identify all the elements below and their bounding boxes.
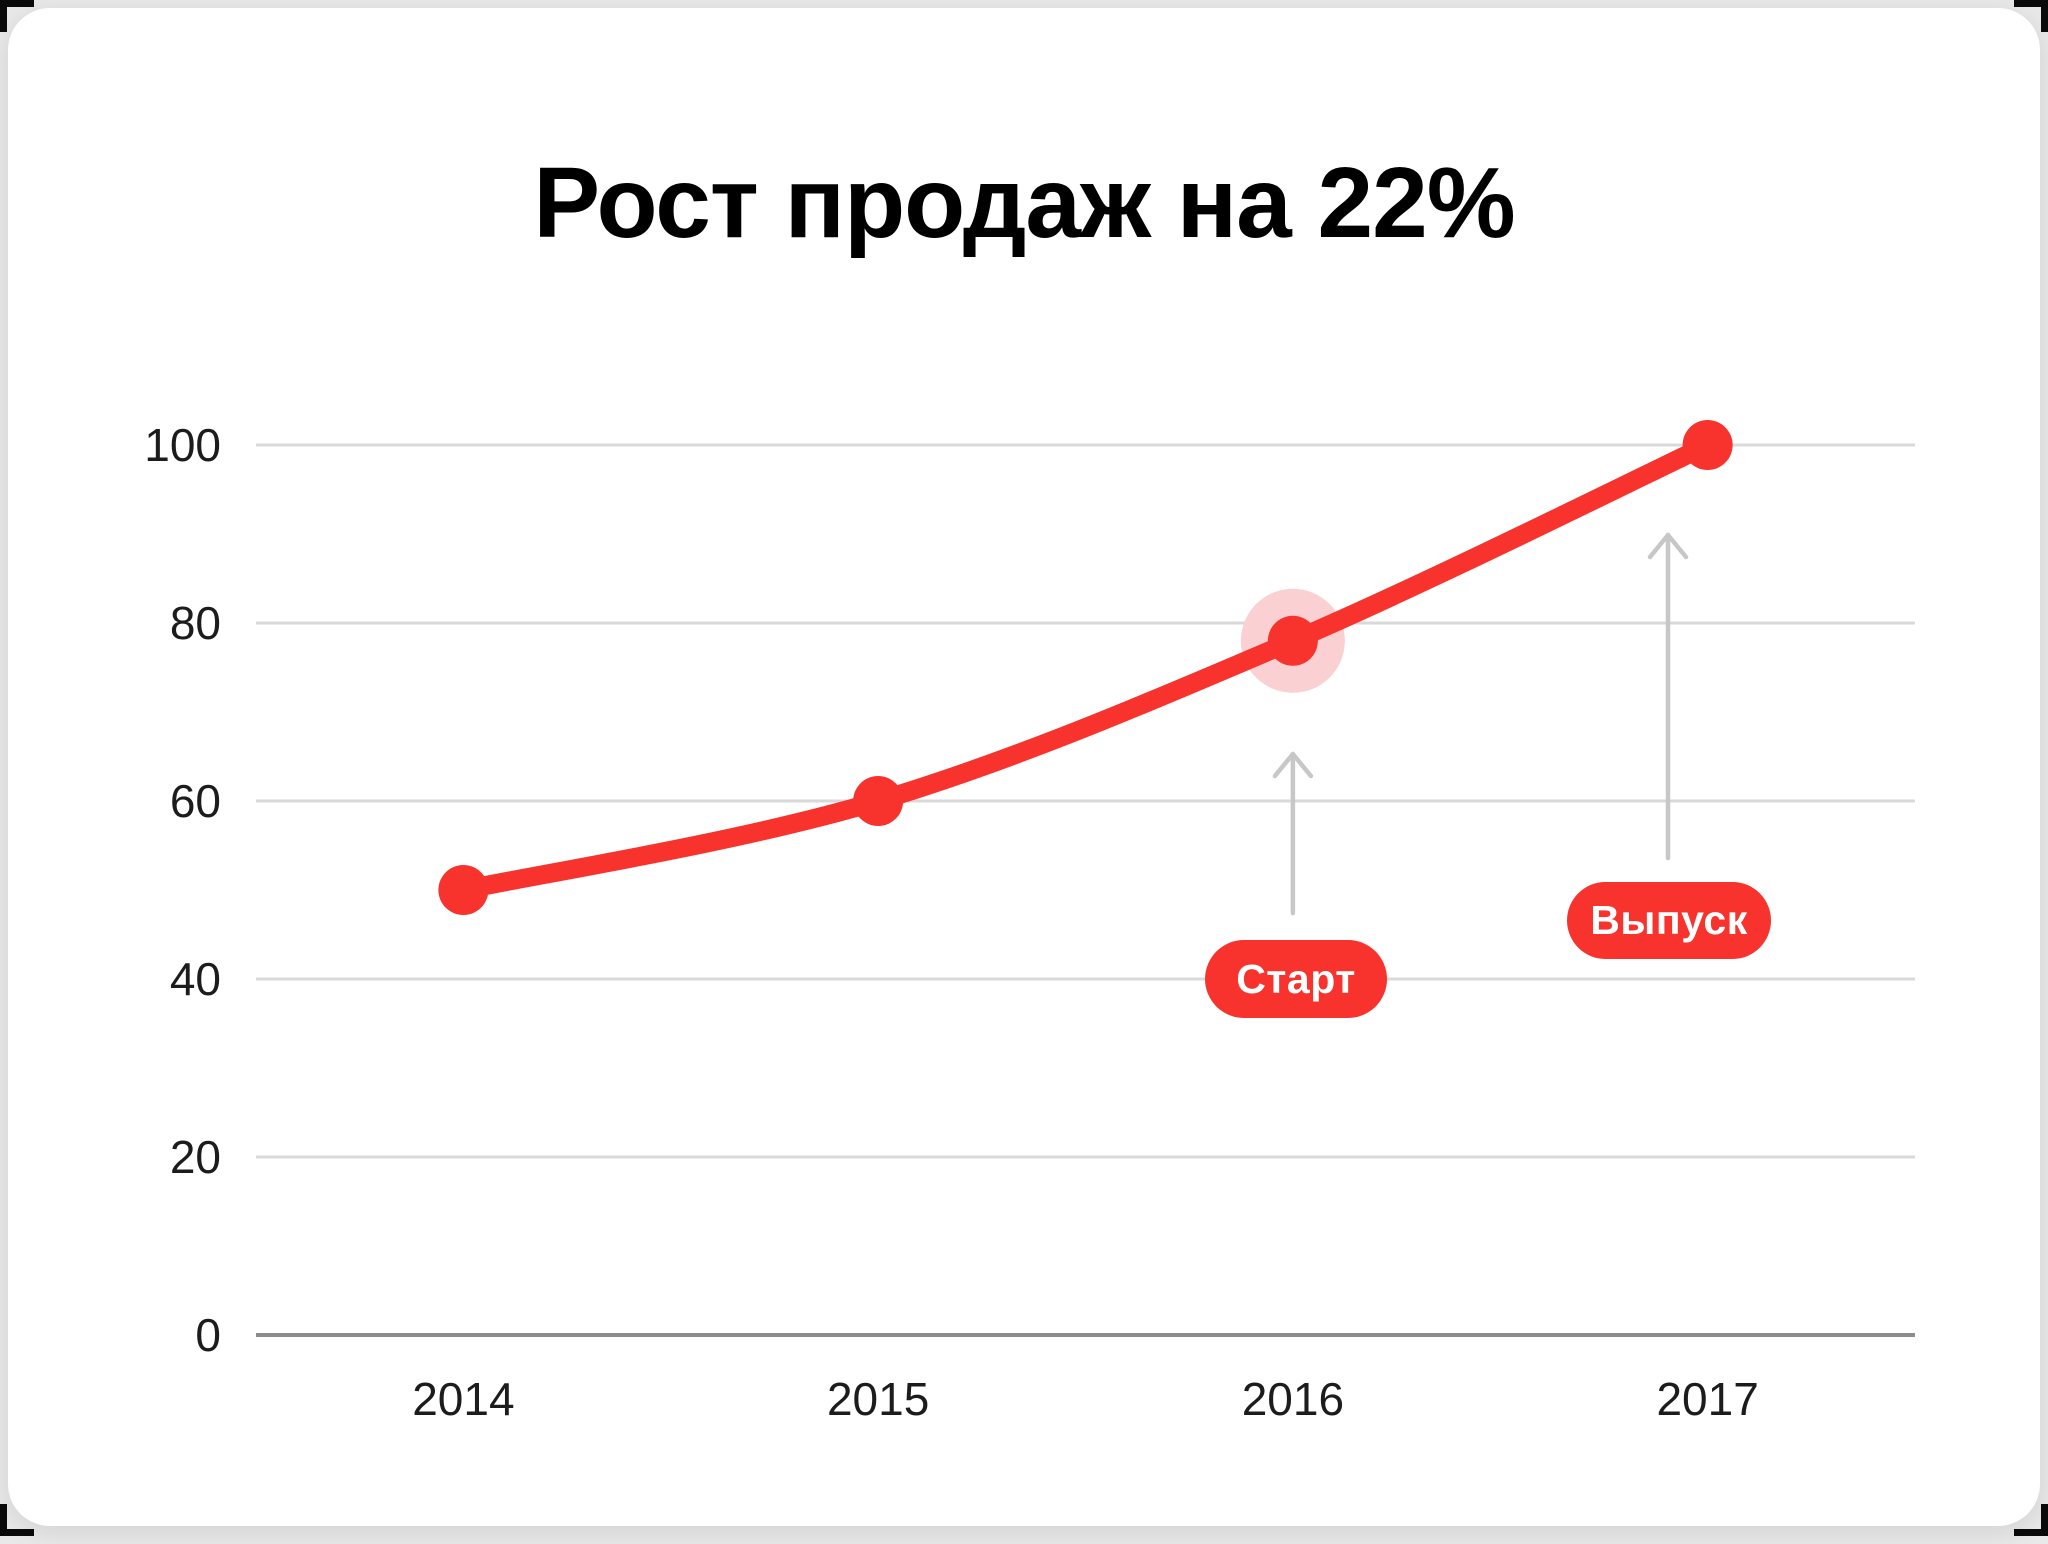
release-annotation-badge: Выпуск <box>1567 882 1771 959</box>
sales-growth-line-chart: 0 20 40 60 80 100 2014 2015 2016 2017 <box>144 419 1915 1425</box>
x-tick-label: 2016 <box>1242 1373 1344 1425</box>
y-tick-label: 100 <box>144 419 221 471</box>
annotation-arrowhead-icon <box>1272 751 1314 779</box>
crop-mark-bottom-right-icon <box>2014 1504 2048 1536</box>
data-point-2015 <box>853 776 904 826</box>
y-tick-label: 60 <box>170 775 221 827</box>
y-tick-label: 0 <box>195 1309 221 1361</box>
crop-mark-top-right-icon <box>2014 0 2048 32</box>
crop-mark-top-left-icon <box>0 0 34 32</box>
annotation-arrowhead-icon <box>1647 532 1689 560</box>
slide-card: Рост продаж на 22% 0 20 40 60 80 100 2014 2015 2… <box>8 8 2040 1526</box>
chart-title: Рост продаж на 22% <box>533 147 1515 259</box>
y-tick-label: 40 <box>170 953 221 1005</box>
crop-mark-bottom-left-icon <box>0 1504 34 1536</box>
data-point-2016 <box>1267 615 1318 666</box>
x-tick-label: 2015 <box>827 1373 929 1425</box>
sales-line <box>453 435 1718 900</box>
x-tick-label: 2017 <box>1656 1373 1758 1425</box>
y-tick-label: 20 <box>170 1131 221 1183</box>
data-point-2017 <box>1682 420 1733 470</box>
x-tick-label: 2014 <box>412 1373 514 1425</box>
start-annotation-badge: Старт <box>1205 940 1387 1018</box>
data-point-2014 <box>438 865 489 915</box>
y-tick-label: 80 <box>170 597 221 649</box>
